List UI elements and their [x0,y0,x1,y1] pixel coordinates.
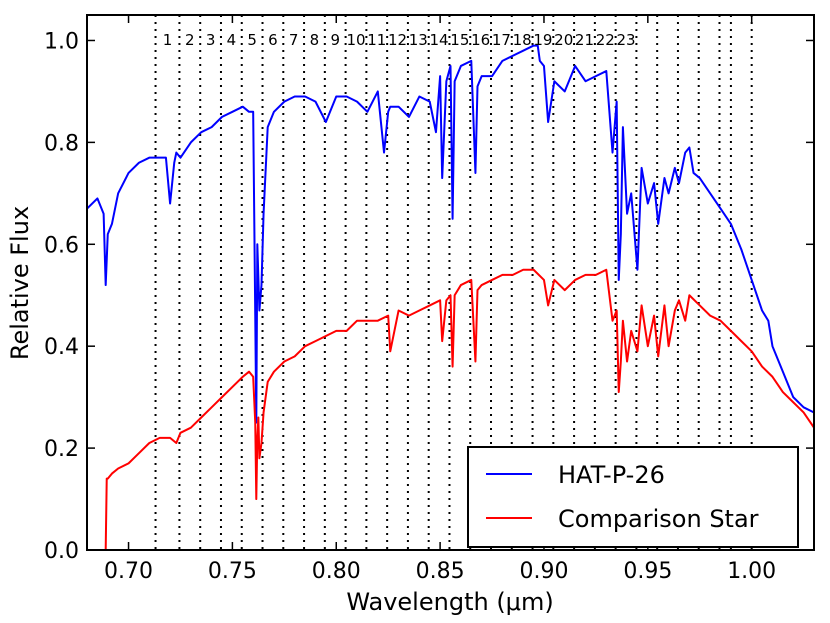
x-tick-label-1: 0.75 [208,559,257,584]
bin-label-17: 17 [492,31,511,49]
bin-label-10: 10 [346,31,365,49]
bin-label-9: 9 [330,31,340,49]
bin-label-5: 5 [247,31,257,49]
series-layer [87,44,814,550]
x-tick-label-0: 0.70 [104,559,153,584]
x-tick-label-5: 0.95 [623,559,672,584]
series-line-0 [87,44,814,424]
bin-label-2: 2 [185,31,195,49]
bin-label-15: 15 [450,31,469,49]
legend: HAT-P-26 Comparison Star [467,446,799,548]
bin-label-16: 16 [471,31,490,49]
bin-label-19: 19 [533,31,552,49]
y-axis-label: Relative Flux [6,206,34,360]
y-tick-label-1: 0.2 [44,437,79,462]
y-tick-label-0: 0.0 [44,539,79,564]
x-tick-label-6: 1.00 [727,559,776,584]
y-axis-ticks: 0.0 0.2 0.4 0.6 0.8 1.0 [44,29,814,564]
bin-label-20: 20 [554,31,573,49]
bin-label-11: 11 [367,31,386,49]
y-tick-label-3: 0.6 [44,233,79,258]
legend-label-0: HAT-P-26 [558,461,665,489]
bin-label-22: 22 [596,31,615,49]
y-tick-label-5: 1.0 [44,29,79,54]
bin-label-4: 4 [227,31,237,49]
bin-label-23: 23 [616,31,635,49]
bin-label-12: 12 [388,31,407,49]
series-line-1 [104,268,814,550]
x-tick-label-3: 0.85 [416,559,465,584]
bin-label-7: 7 [289,31,299,49]
bin-label-13: 13 [409,31,428,49]
bin-label-21: 21 [575,31,594,49]
x-tick-label-4: 0.90 [519,559,568,584]
x-axis-ticks: 0.70 0.75 0.80 0.85 0.90 0.95 1.00 [104,15,776,584]
bin-label-8: 8 [310,31,320,49]
bin-label-14: 14 [430,31,449,49]
bin-label-1: 1 [163,31,173,49]
y-tick-label-4: 0.8 [44,131,79,156]
bin-label-6: 6 [268,31,278,49]
bin-label-3: 3 [206,31,216,49]
x-tick-label-2: 0.80 [312,559,361,584]
legend-label-1: Comparison Star [558,505,759,533]
x-axis-label: Wavelength (μm) [346,588,553,616]
bin-label-18: 18 [513,31,532,49]
plot-frame [86,14,815,551]
legend-box [467,446,799,548]
bin-number-labels: 1 2 3 4 5 6 7 8 9 10 11 12 13 14 15 16 17 18 19 20 21 22 23 [163,31,636,49]
y-tick-label-2: 0.4 [44,335,79,360]
